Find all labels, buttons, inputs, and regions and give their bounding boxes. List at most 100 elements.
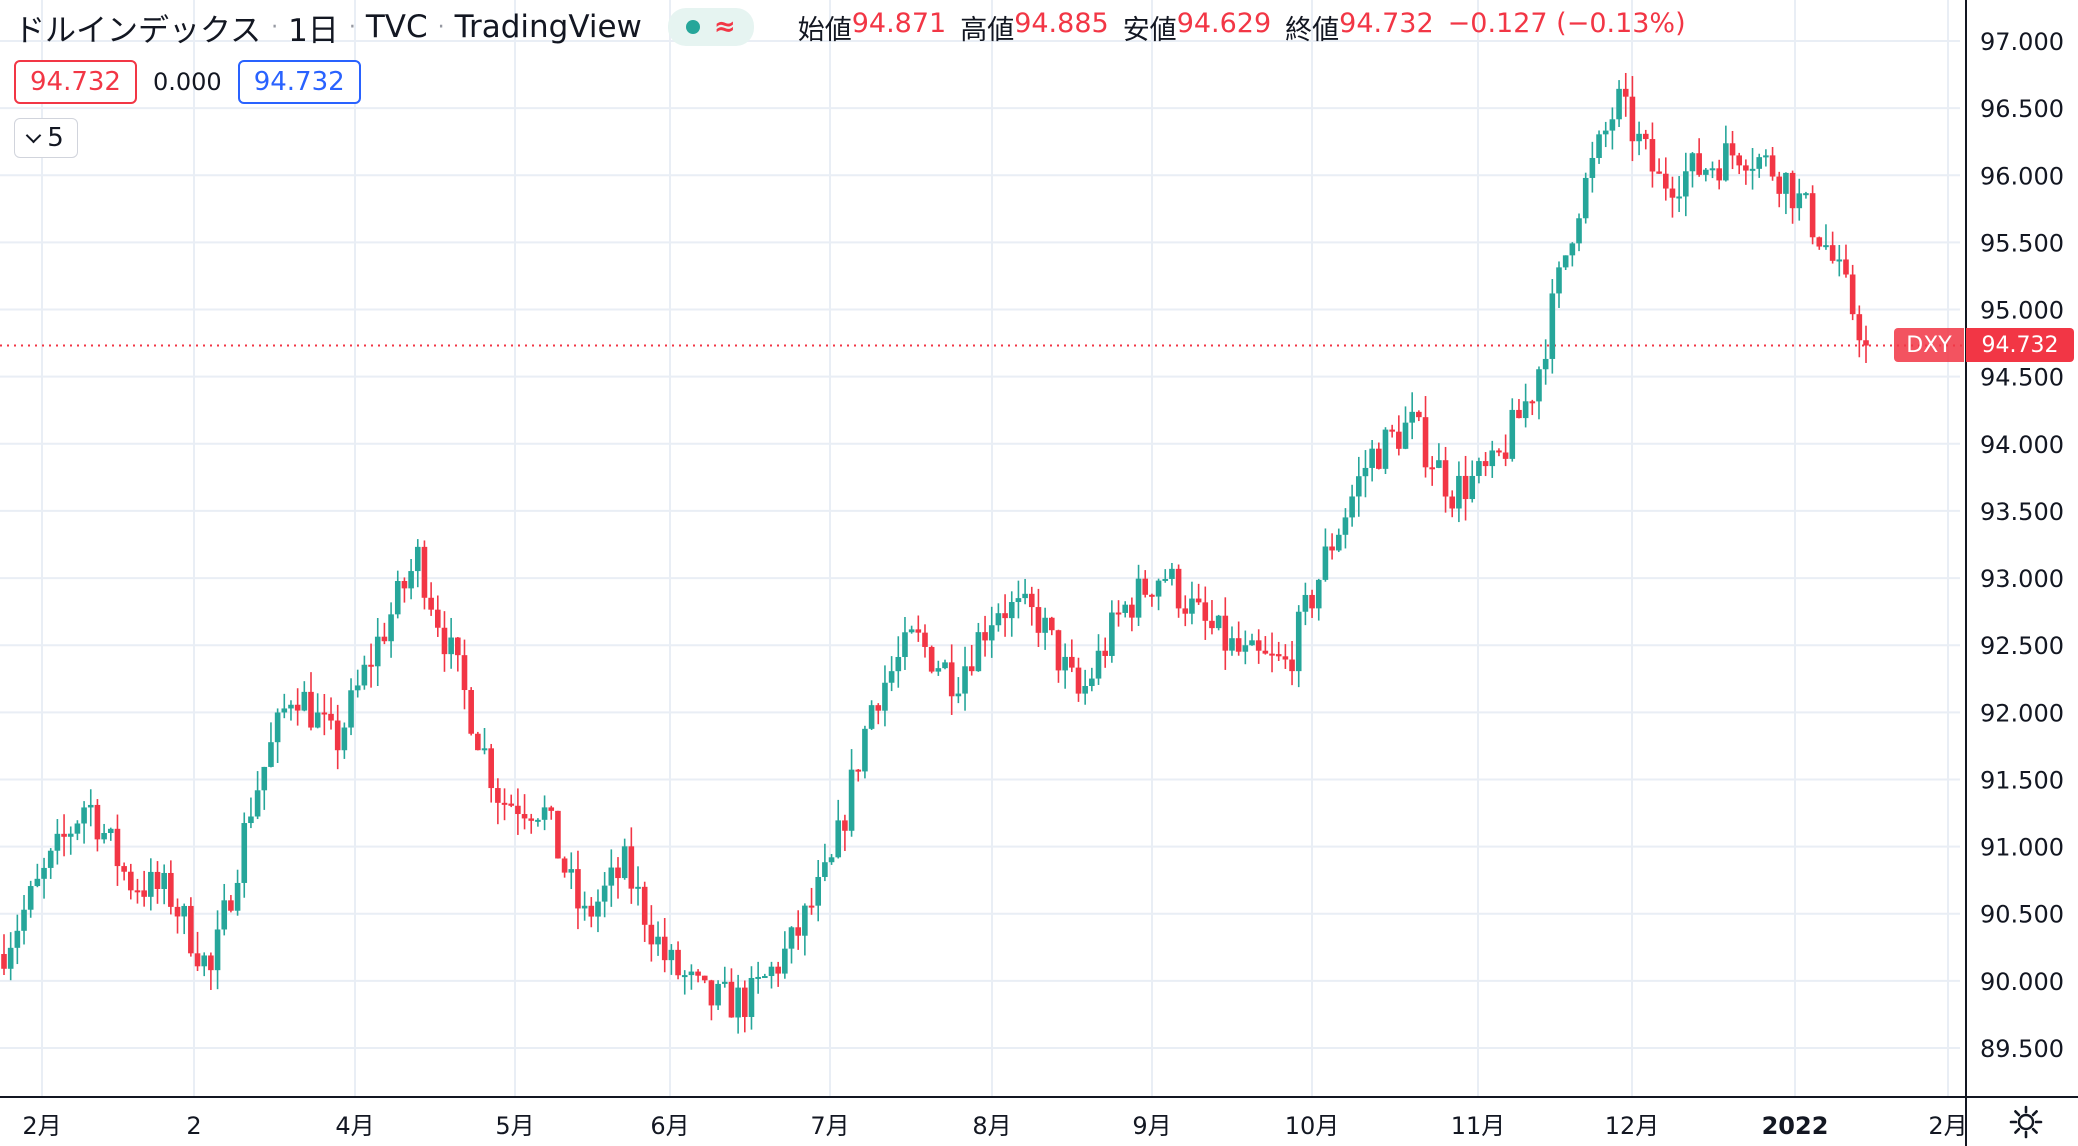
candle-up: [721, 981, 728, 984]
time-tick-label: 11月: [1451, 1112, 1506, 1140]
open-label: 始値: [797, 14, 852, 46]
candle-up: [635, 886, 641, 889]
candle-up: [815, 876, 822, 906]
candle-up: [7, 947, 14, 969]
candle-up: [281, 708, 288, 713]
candle-down: [1416, 411, 1422, 418]
time-tick-label: 2月: [22, 1112, 61, 1140]
candle-up: [1229, 638, 1235, 651]
candle-down: [334, 720, 341, 751]
candle-down: [648, 924, 655, 945]
candle-down: [495, 788, 501, 803]
quote-panel: 94.732 0.000 94.732: [14, 60, 361, 104]
candle-down: [928, 646, 935, 672]
candle-down: [1496, 450, 1502, 453]
candle-down: [1649, 139, 1656, 172]
candle-down: [1282, 656, 1289, 660]
candle-down: [1669, 188, 1676, 198]
candle-down: [1055, 630, 1062, 671]
candle-down: [1142, 578, 1149, 595]
candle-up: [1609, 119, 1616, 131]
candle-up: [27, 886, 34, 910]
market-status-pill[interactable]: ≈: [667, 8, 754, 46]
candle-up: [768, 966, 775, 977]
candle-down: [528, 818, 535, 821]
candle-up: [1135, 578, 1142, 618]
symbol-title[interactable]: ドルインデックス: [14, 12, 262, 49]
separator: ·: [271, 14, 279, 40]
candle-up: [1122, 604, 1129, 613]
candle-down: [741, 987, 748, 1017]
change-value: −0.127 (−0.13%): [1447, 7, 1686, 39]
time-tick-label: 8月: [972, 1112, 1011, 1140]
candle-down: [1222, 615, 1229, 651]
indicators-toggle-button[interactable]: 5: [14, 118, 78, 158]
time-tick-label: 6月: [650, 1112, 689, 1140]
candle-down: [1736, 155, 1742, 166]
candle-down: [948, 662, 955, 697]
candle-up: [1549, 293, 1556, 359]
price-tick-label: 92.000: [1980, 699, 2064, 727]
candle-up: [47, 850, 54, 868]
candle-down: [208, 955, 214, 971]
buy-price-button[interactable]: 94.732: [237, 60, 361, 104]
candle-down: [1729, 143, 1736, 156]
candle-down: [321, 712, 328, 715]
candle-up: [268, 742, 274, 767]
price-tick-label: 90.500: [1980, 901, 2064, 929]
delayed-data-icon: ≈: [713, 12, 736, 42]
candle-down: [561, 858, 568, 873]
chart-grid: [0, 0, 1960, 1096]
high-value: 94.885: [1014, 7, 1109, 39]
candle-up: [107, 828, 114, 834]
candle-up: [1089, 678, 1095, 687]
candle-down: [1202, 602, 1209, 621]
candle-up: [882, 682, 888, 711]
candle-down: [968, 666, 975, 672]
candle-down: [1449, 496, 1456, 509]
candle-up: [161, 872, 167, 889]
interval-label[interactable]: 1日: [288, 12, 339, 49]
candle-down: [1809, 193, 1816, 238]
time-axis[interactable]: 2月 2 4月 5月 6月 7月 8月 9月 10月 11月 12月 2022 2月: [0, 1096, 2078, 1140]
candle-down: [294, 704, 301, 711]
candle-up: [942, 662, 948, 669]
candle-down: [468, 690, 474, 734]
candle-up: [1709, 168, 1716, 171]
candle-down: [695, 971, 701, 976]
candle-up: [988, 625, 995, 641]
candle-down: [842, 820, 848, 831]
candle-down: [1849, 274, 1856, 315]
candle-down: [1255, 640, 1262, 651]
candle-down: [1289, 659, 1295, 672]
candle-up: [655, 936, 661, 945]
candle-up: [1402, 422, 1409, 449]
candle-up: [1469, 475, 1476, 500]
candle-down: [588, 905, 595, 917]
candle-down: [488, 748, 494, 789]
candle-up: [1302, 594, 1309, 612]
high-label: 高値: [960, 14, 1015, 46]
candle-down: [154, 871, 161, 889]
settings-gear-icon[interactable]: [2008, 1104, 2044, 1140]
candle-down: [701, 975, 708, 981]
price-tick-label: 95.500: [1980, 229, 2064, 257]
symbol-price-tag: DXY: [1894, 328, 1964, 362]
candle-up: [935, 668, 942, 672]
price-tick-label: 96.500: [1980, 95, 2064, 123]
candle-up: [822, 862, 828, 877]
candle-down: [121, 866, 127, 872]
candle-up: [314, 712, 321, 728]
candle-up: [802, 905, 808, 936]
candle-down: [328, 713, 334, 721]
candle-down: [555, 810, 561, 859]
candle-up: [1476, 461, 1482, 476]
candle-up: [1756, 157, 1763, 169]
price-axis[interactable]: 97.000 96.500 96.000 95.500 95.000 94.500 94.0…: [1965, 0, 2064, 1146]
candle-up: [1589, 157, 1596, 178]
low-value: 94.629: [1176, 7, 1272, 39]
candle-up: [254, 790, 261, 817]
candle-up: [1022, 593, 1028, 599]
sell-price-button[interactable]: 94.732: [14, 60, 137, 104]
